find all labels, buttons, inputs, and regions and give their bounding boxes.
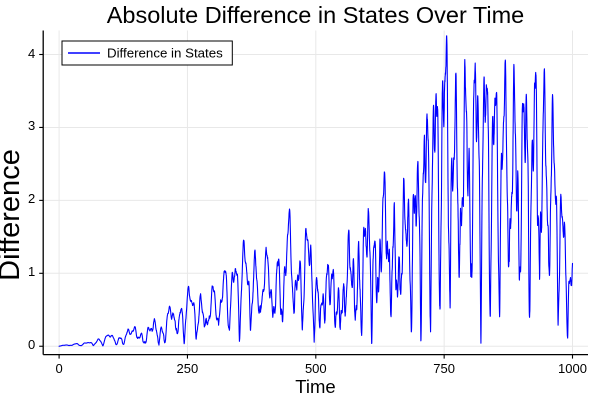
svg-text:Difference in States: Difference in States [107, 46, 223, 61]
